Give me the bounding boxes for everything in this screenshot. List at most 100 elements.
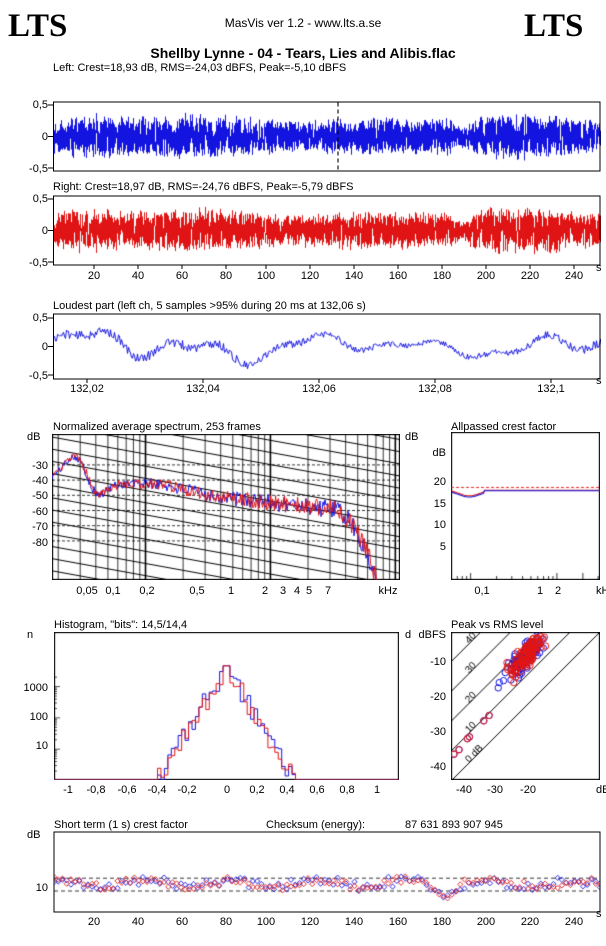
svg-text:0: 0 bbox=[42, 225, 48, 237]
svg-text:0,6: 0,6 bbox=[309, 784, 324, 796]
svg-text:-50: -50 bbox=[32, 490, 48, 502]
svg-text:0,2: 0,2 bbox=[139, 585, 154, 597]
svg-text:10: 10 bbox=[434, 519, 446, 531]
svg-text:20: 20 bbox=[434, 476, 446, 488]
svg-text:Short term (1 s) crest factor: Short term (1 s) crest factor bbox=[54, 819, 188, 831]
svg-text:d: d bbox=[405, 629, 411, 641]
svg-text:-0,4: -0,4 bbox=[148, 784, 167, 796]
svg-text:Loudest part (left ch, 5 samp: Loudest part (left ch, 5 samples >95% du… bbox=[53, 300, 366, 312]
svg-text:-0,6: -0,6 bbox=[118, 784, 137, 796]
svg-text:20: 20 bbox=[88, 916, 100, 928]
svg-text:4: 4 bbox=[294, 585, 300, 597]
svg-text:220: 220 bbox=[521, 270, 539, 282]
svg-text:1: 1 bbox=[537, 585, 543, 597]
svg-text:80: 80 bbox=[220, 916, 232, 928]
svg-text:-0,5: -0,5 bbox=[29, 163, 48, 175]
svg-text:80: 80 bbox=[220, 270, 232, 282]
svg-text:0,1: 0,1 bbox=[105, 585, 120, 597]
svg-text:140: 140 bbox=[345, 270, 363, 282]
svg-text:180: 180 bbox=[433, 916, 451, 928]
svg-text:20: 20 bbox=[88, 270, 100, 282]
svg-text:dB: dB bbox=[405, 431, 418, 443]
svg-text:-70: -70 bbox=[32, 521, 48, 533]
svg-text:160: 160 bbox=[389, 270, 407, 282]
svg-text:0,5: 0,5 bbox=[33, 312, 48, 324]
svg-text:-30: -30 bbox=[487, 784, 503, 796]
svg-text:5: 5 bbox=[440, 541, 446, 553]
svg-text:132,06: 132,06 bbox=[302, 383, 336, 395]
svg-text:dB: dB bbox=[27, 431, 40, 443]
svg-text:-0,5: -0,5 bbox=[29, 257, 48, 269]
svg-text:87 631 893 907 945: 87 631 893 907 945 bbox=[405, 819, 503, 831]
svg-text:100: 100 bbox=[257, 916, 275, 928]
svg-text:-40: -40 bbox=[430, 761, 446, 773]
svg-text:200: 200 bbox=[477, 270, 495, 282]
svg-text:100: 100 bbox=[30, 711, 48, 723]
svg-text:0,5: 0,5 bbox=[189, 585, 204, 597]
svg-text:1: 1 bbox=[228, 585, 234, 597]
svg-text:40: 40 bbox=[132, 916, 144, 928]
svg-text:-30: -30 bbox=[430, 726, 446, 738]
svg-text:kHz: kHz bbox=[596, 585, 606, 597]
svg-text:-80: -80 bbox=[32, 537, 48, 549]
svg-text:-10: -10 bbox=[430, 656, 446, 668]
svg-text:Histogram, "bits": 14,5/14,4: Histogram, "bits": 14,5/14,4 bbox=[54, 619, 187, 631]
svg-text:10: 10 bbox=[36, 740, 48, 752]
svg-text:0,5: 0,5 bbox=[33, 99, 48, 111]
svg-text:0,4: 0,4 bbox=[279, 784, 294, 796]
svg-text:40: 40 bbox=[132, 270, 144, 282]
svg-text:0,05: 0,05 bbox=[76, 585, 97, 597]
svg-text:240: 240 bbox=[565, 270, 583, 282]
svg-text:180: 180 bbox=[433, 270, 451, 282]
svg-text:0,1: 0,1 bbox=[474, 585, 489, 597]
svg-text:1: 1 bbox=[374, 784, 380, 796]
svg-text:60: 60 bbox=[176, 270, 188, 282]
svg-text:200: 200 bbox=[477, 916, 495, 928]
svg-text:132,1: 132,1 bbox=[537, 383, 565, 395]
svg-text:0,2: 0,2 bbox=[249, 784, 264, 796]
svg-text:Peak vs RMS level: Peak vs RMS level bbox=[451, 619, 543, 631]
svg-text:Left: Crest=18,93 dB, RMS=-24,: Left: Crest=18,93 dB, RMS=-24,03 dBFS, P… bbox=[53, 62, 346, 74]
svg-text:2: 2 bbox=[555, 585, 561, 597]
svg-text:-1: -1 bbox=[63, 784, 73, 796]
svg-text:-60: -60 bbox=[32, 506, 48, 518]
svg-text:0,8: 0,8 bbox=[339, 784, 354, 796]
svg-text:100: 100 bbox=[257, 270, 275, 282]
svg-text:140: 140 bbox=[345, 916, 363, 928]
svg-text:7: 7 bbox=[325, 585, 331, 597]
svg-text:Checksum (energy):: Checksum (energy): bbox=[266, 819, 365, 831]
svg-text:Shellby Lynne - 04 - Tears, Li: Shellby Lynne - 04 - Tears, Lies and Ali… bbox=[150, 45, 455, 61]
svg-text:0: 0 bbox=[224, 784, 230, 796]
svg-text:15: 15 bbox=[434, 498, 446, 510]
svg-text:-40: -40 bbox=[32, 475, 48, 487]
svg-text:0: 0 bbox=[42, 341, 48, 353]
svg-text:2: 2 bbox=[262, 585, 268, 597]
svg-text:MasVis ver 1.2 - www.lts.a.se: MasVis ver 1.2 - www.lts.a.se bbox=[225, 16, 382, 30]
svg-text:120: 120 bbox=[301, 916, 319, 928]
svg-text:LTS: LTS bbox=[524, 8, 583, 44]
svg-text:-0,5: -0,5 bbox=[29, 370, 48, 382]
svg-text:dBFS: dBFS bbox=[596, 784, 606, 796]
svg-text:220: 220 bbox=[521, 916, 539, 928]
svg-text:1000: 1000 bbox=[24, 682, 48, 694]
svg-text:160: 160 bbox=[389, 916, 407, 928]
svg-text:Normalized average spectrum, 2: Normalized average spectrum, 253 frames bbox=[53, 421, 261, 433]
svg-text:n: n bbox=[27, 629, 33, 641]
svg-text:Right: Crest=18,97 dB, RMS=-24: Right: Crest=18,97 dB, RMS=-24,76 dBFS, … bbox=[53, 181, 354, 193]
svg-text:-20: -20 bbox=[430, 691, 446, 703]
svg-text:10: 10 bbox=[36, 882, 48, 894]
svg-text:LTS: LTS bbox=[8, 8, 67, 44]
svg-text:kHz: kHz bbox=[379, 585, 398, 597]
svg-text:132,02: 132,02 bbox=[70, 383, 104, 395]
svg-text:120: 120 bbox=[301, 270, 319, 282]
svg-text:0: 0 bbox=[42, 131, 48, 143]
svg-text:132,04: 132,04 bbox=[186, 383, 220, 395]
svg-text:132,08: 132,08 bbox=[418, 383, 452, 395]
svg-text:-0,8: -0,8 bbox=[87, 784, 106, 796]
svg-text:-20: -20 bbox=[520, 784, 536, 796]
svg-text:dB: dB bbox=[433, 447, 446, 459]
svg-text:5: 5 bbox=[306, 585, 312, 597]
svg-text:-40: -40 bbox=[456, 784, 472, 796]
svg-text:dB: dB bbox=[27, 829, 40, 841]
svg-text:3: 3 bbox=[280, 585, 286, 597]
